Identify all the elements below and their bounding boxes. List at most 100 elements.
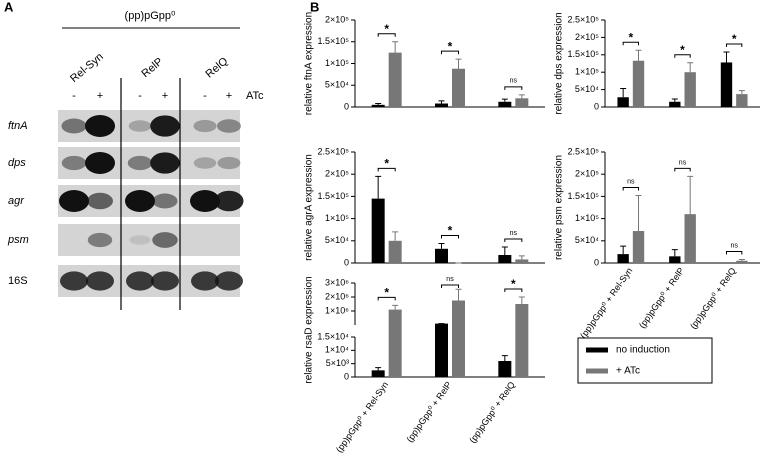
y-tick-label: 1.5×10⁵ bbox=[567, 49, 599, 59]
significance-bracket bbox=[674, 54, 691, 58]
blot-title: (pp)pGpp⁰ bbox=[125, 10, 176, 22]
row-label: psm bbox=[7, 234, 29, 246]
blot-band bbox=[151, 271, 179, 291]
error-bar bbox=[392, 41, 399, 53]
bar bbox=[388, 52, 402, 107]
significance-bracket bbox=[622, 187, 640, 191]
y-tick-label: 2.5×10⁵ bbox=[567, 146, 599, 156]
y-tick-label: 0 bbox=[344, 371, 349, 381]
error-bar bbox=[455, 288, 462, 301]
y-axis-label: relative psm expression bbox=[554, 155, 565, 260]
y-tick-label: 2×10⁵ bbox=[575, 32, 599, 42]
lane-label: + bbox=[226, 90, 232, 102]
y-tick-label: 1×10⁴ bbox=[325, 345, 349, 355]
error-bar bbox=[620, 88, 627, 98]
y-tick-label: 5×10³ bbox=[326, 358, 349, 368]
x-tick-label: (pp)pGpp⁰ + RelP bbox=[404, 380, 453, 444]
blot-band bbox=[217, 119, 241, 133]
error-bar bbox=[723, 51, 730, 63]
bar bbox=[435, 103, 448, 107]
significance-label: ns bbox=[510, 230, 518, 237]
y-tick-label: 5×10⁴ bbox=[575, 235, 599, 245]
bar bbox=[498, 101, 512, 107]
error-bar bbox=[738, 90, 745, 95]
blot-band bbox=[217, 156, 241, 170]
error-bar bbox=[518, 296, 525, 304]
bar bbox=[617, 254, 629, 263]
error-bar bbox=[518, 255, 525, 260]
error-bar bbox=[438, 242, 445, 249]
error-bar bbox=[501, 355, 508, 361]
bar bbox=[632, 60, 645, 107]
bar bbox=[736, 260, 748, 263]
bar bbox=[632, 231, 645, 263]
lane-label: - bbox=[72, 90, 76, 102]
significance-label: ns bbox=[730, 242, 738, 249]
bar bbox=[669, 101, 681, 107]
lane-label: + bbox=[97, 90, 103, 102]
bar bbox=[371, 104, 385, 107]
blot-band bbox=[129, 235, 151, 245]
y-tick-label: 1×10⁵ bbox=[575, 213, 599, 223]
y-tick-label: 1.5×10⁵ bbox=[317, 191, 349, 201]
row-label: dps bbox=[8, 157, 26, 169]
bar bbox=[498, 255, 512, 263]
y-tick-label: 1×10⁶ bbox=[325, 305, 349, 315]
blot-band bbox=[191, 271, 219, 291]
significance-bracket bbox=[377, 296, 396, 301]
significance-label: * bbox=[384, 22, 389, 36]
x-tick-label: (pp)pGpp⁰ + Rel-Syn bbox=[578, 266, 634, 340]
bar bbox=[617, 97, 629, 107]
significance-bracket bbox=[377, 33, 396, 37]
y-tick-label: 1×10⁵ bbox=[325, 58, 349, 68]
blot-band bbox=[150, 115, 180, 137]
bar bbox=[669, 256, 681, 263]
blot-band bbox=[193, 157, 217, 169]
y-axis-label: relative rsaD expression bbox=[304, 276, 315, 383]
significance-label: ns bbox=[627, 178, 635, 185]
x-tick-label: (pp)pGpp⁰ + Rel-Syn bbox=[334, 380, 390, 454]
blot-band bbox=[152, 232, 178, 248]
y-axis-label: relative ftnA expression bbox=[304, 12, 315, 115]
significance-bracket bbox=[504, 86, 523, 90]
bar bbox=[736, 94, 748, 107]
error-bar bbox=[635, 49, 642, 61]
x-tick-label: (pp)pGpp⁰ + RelP bbox=[637, 266, 686, 330]
lane-label: - bbox=[138, 90, 142, 102]
bar bbox=[371, 370, 385, 377]
bar bbox=[435, 248, 448, 263]
significance-bracket bbox=[622, 41, 640, 46]
significance-bracket bbox=[377, 167, 396, 172]
significance-bracket bbox=[504, 288, 523, 292]
significance-label: * bbox=[384, 286, 389, 300]
blot-band bbox=[59, 190, 89, 212]
blot-strip bbox=[58, 224, 240, 256]
blot-band bbox=[215, 271, 243, 291]
error-bar bbox=[687, 175, 694, 215]
legend-label: no induction bbox=[616, 345, 670, 356]
bar bbox=[435, 323, 448, 377]
blot-band bbox=[214, 190, 244, 212]
error-bar bbox=[501, 98, 508, 102]
y-tick-label: 1.5×10⁴ bbox=[317, 331, 349, 341]
y-tick-label: 2×10⁶ bbox=[325, 291, 349, 301]
error-bar bbox=[375, 103, 382, 105]
y-axis-label: relative dps expression bbox=[554, 12, 565, 114]
bar bbox=[684, 214, 696, 263]
significance-label: * bbox=[448, 39, 453, 53]
error-bar bbox=[620, 245, 627, 255]
y-tick-label: 2.5×10⁵ bbox=[317, 146, 349, 156]
bar bbox=[388, 309, 402, 377]
significance-label: ns bbox=[510, 78, 518, 85]
strain-label: RelP bbox=[139, 56, 165, 81]
strain-label: Rel-Syn bbox=[68, 51, 106, 85]
significance-label: * bbox=[732, 32, 737, 46]
error-bar bbox=[455, 58, 462, 69]
significance-bracket bbox=[441, 234, 459, 239]
treatment-label: ATc bbox=[246, 90, 264, 102]
significance-label: ns bbox=[446, 276, 454, 283]
blot-band bbox=[190, 190, 220, 212]
significance-bracket bbox=[725, 43, 743, 48]
bar bbox=[515, 304, 529, 377]
y-tick-label: 0 bbox=[344, 257, 349, 267]
